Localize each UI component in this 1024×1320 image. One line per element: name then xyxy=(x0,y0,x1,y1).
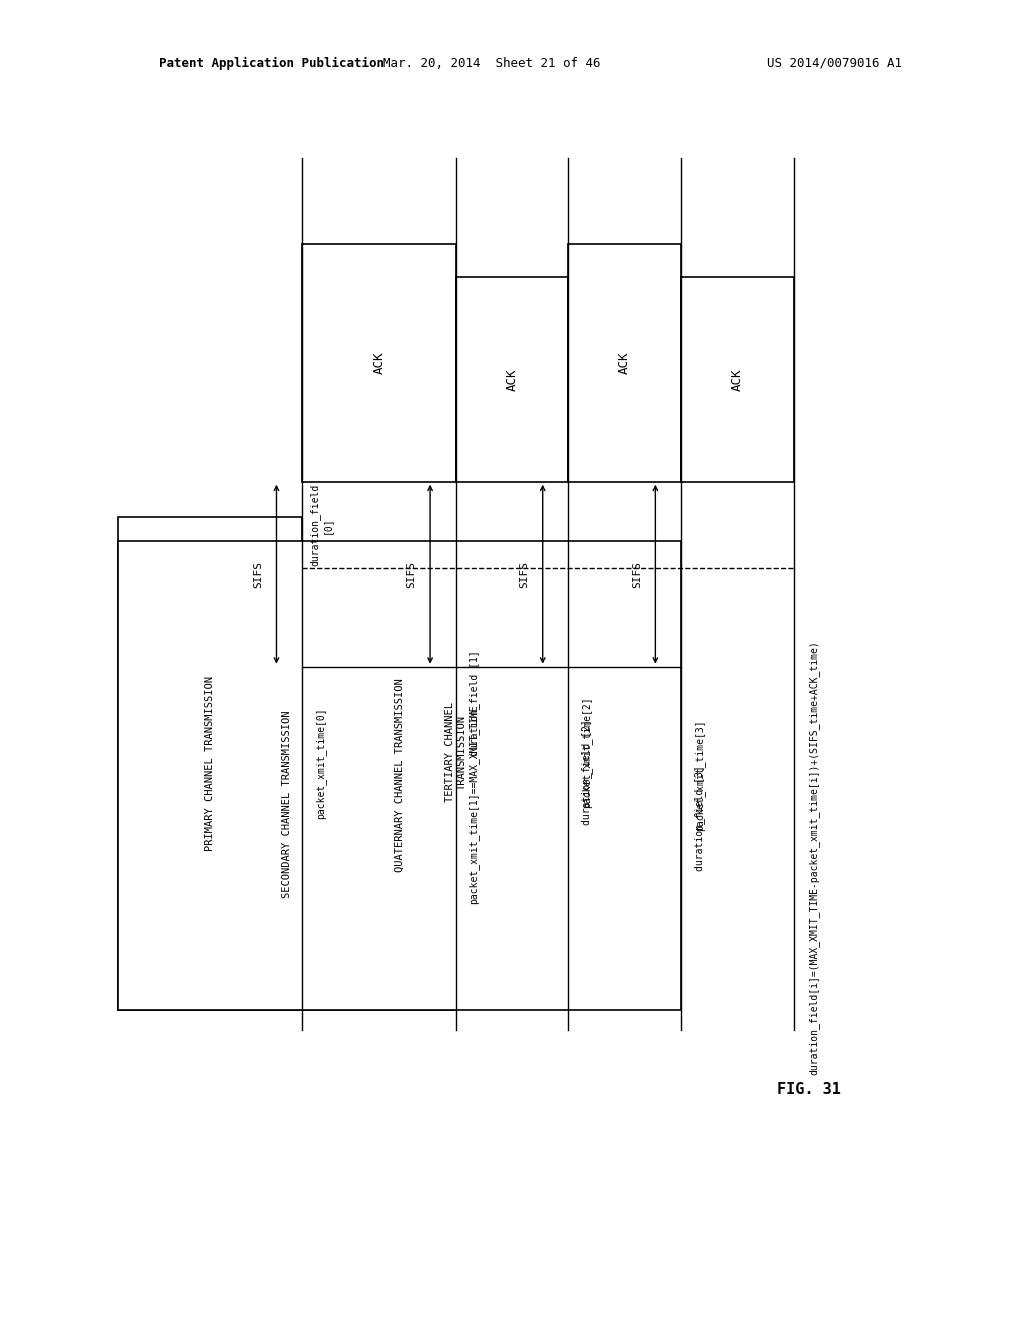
Text: Patent Application Publication: Patent Application Publication xyxy=(159,57,384,70)
Text: packet_xmit_time[3]: packet_xmit_time[3] xyxy=(694,719,705,832)
Text: ACK: ACK xyxy=(506,368,518,391)
Bar xyxy=(302,244,456,482)
Bar xyxy=(118,517,302,1010)
Bar xyxy=(456,277,568,482)
Text: packet_xmit_time[2]: packet_xmit_time[2] xyxy=(582,697,592,808)
Text: ACK: ACK xyxy=(373,351,385,375)
Text: FIG. 31: FIG. 31 xyxy=(777,1081,841,1097)
Text: duration_field [1]: duration_field [1] xyxy=(469,649,479,756)
Text: SIFS: SIFS xyxy=(407,561,417,587)
Bar xyxy=(568,244,681,482)
Text: SIFS: SIFS xyxy=(253,561,263,587)
Text: duration_field[i]=(MAX_XMIT_TIME-packet_xmit_time[i])+(SIFS_time+ACK_time): duration_field[i]=(MAX_XMIT_TIME-packet_… xyxy=(809,640,819,1076)
Text: packet_xmit_time[1]==MAX_XMIT_TIME: packet_xmit_time[1]==MAX_XMIT_TIME xyxy=(469,704,479,904)
Text: PRIMARY CHANNEL TRANSMISSION: PRIMARY CHANNEL TRANSMISSION xyxy=(205,676,215,851)
Bar xyxy=(681,277,794,482)
Bar xyxy=(118,541,681,1010)
Text: TERTIARY CHANNEL
TRANSMISSION: TERTIARY CHANNEL TRANSMISSION xyxy=(444,702,467,803)
Text: SIFS: SIFS xyxy=(519,561,529,587)
Text: Mar. 20, 2014  Sheet 21 of 46: Mar. 20, 2014 Sheet 21 of 46 xyxy=(383,57,600,70)
Text: US 2014/0079016 A1: US 2014/0079016 A1 xyxy=(767,57,902,70)
Text: duration_field [2]: duration_field [2] xyxy=(582,719,592,825)
Bar xyxy=(343,673,568,832)
Text: SIFS: SIFS xyxy=(632,561,642,587)
Text: ACK: ACK xyxy=(618,351,631,375)
Text: packet_xmit_time[0]: packet_xmit_time[0] xyxy=(315,708,326,820)
Text: duration_field [3]: duration_field [3] xyxy=(694,766,705,871)
Text: SECONDARY CHANNEL TRANSMISSION: SECONDARY CHANNEL TRANSMISSION xyxy=(282,710,292,898)
Text: duration_field
[0]: duration_field [0] xyxy=(309,483,332,566)
Bar xyxy=(118,598,456,1010)
Text: ACK: ACK xyxy=(731,368,743,391)
Text: QUATERNARY CHANNEL TRANSMISSION: QUATERNARY CHANNEL TRANSMISSION xyxy=(394,678,404,873)
